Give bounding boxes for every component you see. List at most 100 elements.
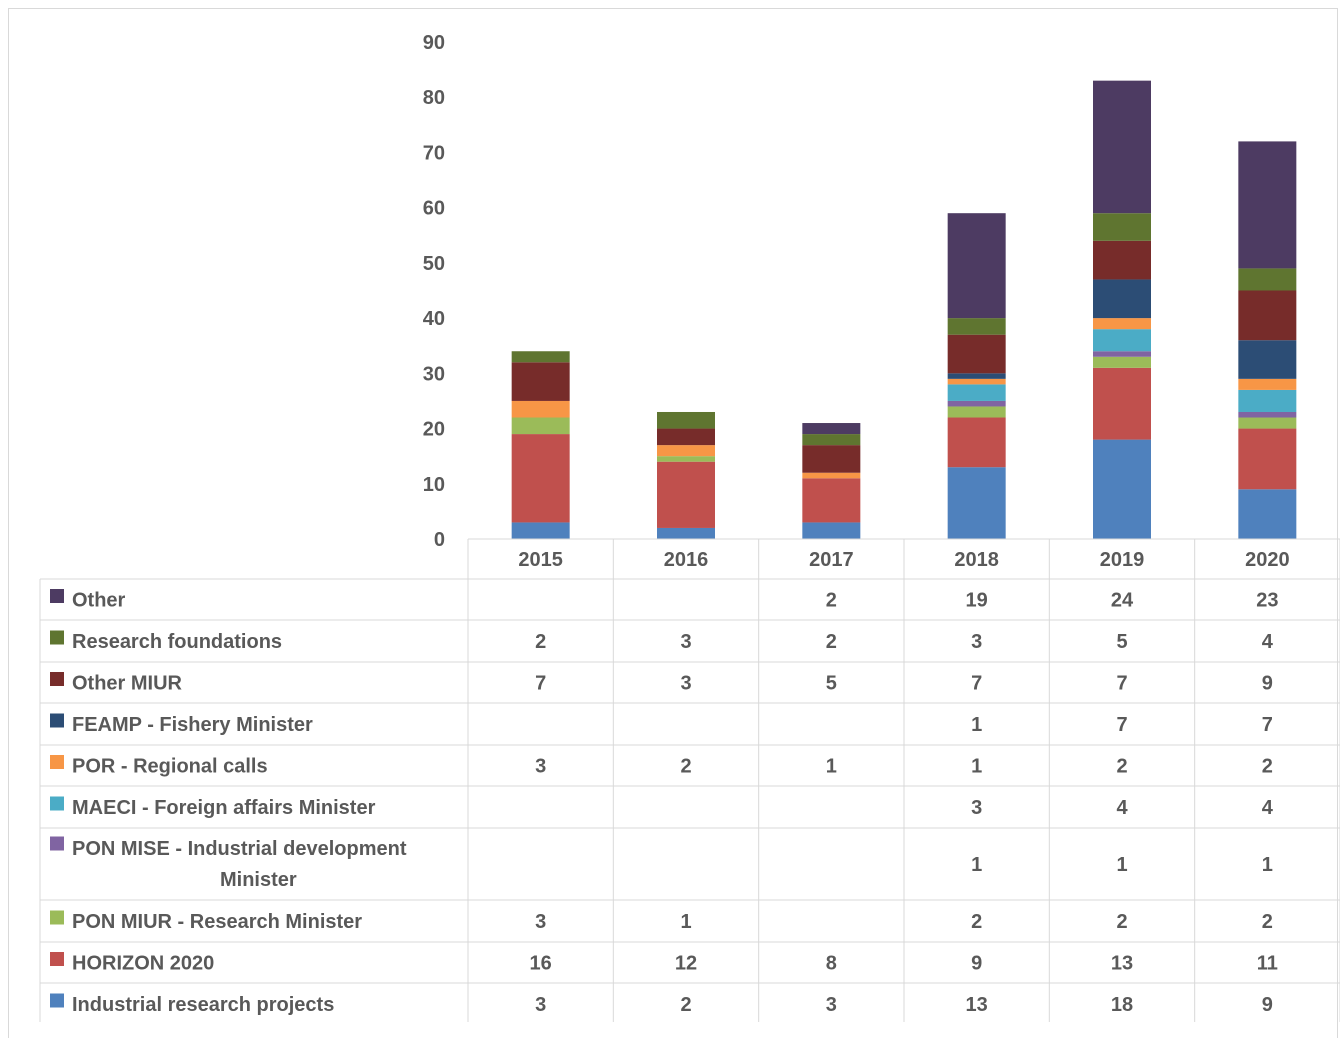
table-value: 7 <box>535 673 546 695</box>
table-value: 3 <box>971 797 982 819</box>
legend-label: PON MISE - Industrial development <box>72 838 407 860</box>
bar-segment-2020-6 <box>1238 340 1297 379</box>
bar-segment-2020-8 <box>1238 268 1297 291</box>
bar-segment-2017-5 <box>802 472 861 479</box>
table-value: 9 <box>971 953 982 975</box>
legend-key-9 <box>50 993 64 1008</box>
table-value: 3 <box>535 756 546 778</box>
bar-segment-2015-2 <box>511 417 570 435</box>
y-tick-label: 60 <box>423 198 445 220</box>
bar-segment-2016-2 <box>657 456 715 462</box>
table-value: 3 <box>826 994 837 1016</box>
y-tick-label: 80 <box>423 87 445 109</box>
table-value: 3 <box>971 631 982 653</box>
bar-segment-2016-7 <box>657 428 715 446</box>
bar-segment-2018-9 <box>947 213 1006 319</box>
table-value: 4 <box>1262 797 1274 819</box>
bar-segment-2020-5 <box>1238 378 1297 390</box>
table-value: 23 <box>1256 590 1278 612</box>
table-value: 1 <box>971 714 982 736</box>
y-tick-label: 70 <box>423 142 445 164</box>
table-value: 3 <box>535 994 546 1016</box>
category-label: 2019 <box>1100 549 1145 571</box>
table-value: 3 <box>680 631 691 653</box>
legend-label: Industrial research projects <box>72 994 334 1016</box>
bar-segment-2017-7 <box>802 445 861 473</box>
table-value: 16 <box>530 953 552 975</box>
bar-segment-2018-7 <box>947 334 1006 374</box>
table-value: 1 <box>971 854 982 876</box>
table-value: 5 <box>1116 631 1127 653</box>
legend-label: FEAMP - Fishery Minister <box>72 714 313 736</box>
legend-label: PON MIUR - Research Minister <box>72 911 362 933</box>
table-value: 1 <box>1262 854 1273 876</box>
category-label: 2018 <box>954 549 999 571</box>
table-value: 7 <box>1116 714 1127 736</box>
table-value: 2 <box>1262 756 1273 778</box>
y-tick-label: 0 <box>434 529 445 551</box>
table-value: 1 <box>680 911 691 933</box>
y-tick-label: 40 <box>423 308 445 330</box>
category-label: 2020 <box>1245 549 1290 571</box>
y-tick-label: 50 <box>423 253 445 275</box>
bar-segment-2016-0 <box>657 527 715 539</box>
bar-segment-2018-0 <box>947 467 1006 539</box>
bar-segment-2018-4 <box>947 384 1006 401</box>
bar-segment-2020-3 <box>1238 411 1297 418</box>
bar-segment-2016-1 <box>657 461 715 528</box>
bar-segment-2018-5 <box>947 378 1006 385</box>
bar-segment-2020-7 <box>1238 290 1297 341</box>
bar-segment-2019-0 <box>1093 439 1151 539</box>
bar-segment-2019-7 <box>1093 240 1151 280</box>
legend-label: HORIZON 2020 <box>72 953 214 975</box>
bar-segment-2019-1 <box>1093 367 1151 440</box>
chart-frame <box>8 8 1338 1038</box>
bar-segment-2019-9 <box>1093 80 1151 214</box>
table-value: 8 <box>826 953 837 975</box>
legend-label: MAECI - Foreign affairs Minister <box>72 797 376 819</box>
bar-segment-2019-4 <box>1093 329 1151 352</box>
bar-segment-2020-2 <box>1238 417 1297 429</box>
table-value: 2 <box>680 756 691 778</box>
table-value: 7 <box>1116 673 1127 695</box>
bar-segment-2020-0 <box>1238 489 1297 539</box>
bar-segment-2017-8 <box>802 434 861 446</box>
category-label: 2017 <box>809 549 854 571</box>
legend-key-4 <box>50 755 64 769</box>
table-value: 24 <box>1111 590 1134 612</box>
table-value: 18 <box>1111 994 1133 1016</box>
legend-key-1 <box>50 630 64 645</box>
bar-segment-2016-5 <box>657 445 715 457</box>
table-value: 2 <box>1116 911 1127 933</box>
table-value: 2 <box>1116 756 1127 778</box>
table-value: 1 <box>971 756 982 778</box>
table-value: 7 <box>1262 714 1273 736</box>
legend-key-8 <box>50 952 64 966</box>
bar-segment-2017-0 <box>802 522 861 539</box>
bar-segment-2015-1 <box>511 434 570 523</box>
bar-segment-2018-2 <box>947 406 1006 418</box>
bar-segment-2019-2 <box>1093 356 1151 368</box>
bar-segment-2019-8 <box>1093 213 1151 241</box>
table-value: 2 <box>971 911 982 933</box>
bar-segment-2018-1 <box>947 417 1006 468</box>
bar-segment-2020-1 <box>1238 428 1297 490</box>
table-value: 4 <box>1262 631 1274 653</box>
legend-key-0 <box>50 589 64 603</box>
legend-label: Research foundations <box>72 631 282 653</box>
bar-segment-2020-4 <box>1238 389 1297 412</box>
category-label: 2015 <box>518 549 563 571</box>
bar-segment-2018-3 <box>947 400 1006 407</box>
table-value: 2 <box>535 631 546 653</box>
bar-segment-2015-8 <box>511 351 570 363</box>
bar-segment-2020-9 <box>1238 141 1297 269</box>
table-value: 1 <box>826 756 837 778</box>
bar-segment-2019-3 <box>1093 351 1151 357</box>
legend-key-2 <box>50 672 64 686</box>
table-value: 19 <box>966 590 988 612</box>
table-value: 3 <box>680 673 691 695</box>
y-tick-label: 10 <box>423 474 445 496</box>
table-value: 4 <box>1116 797 1128 819</box>
bar-segment-2019-5 <box>1093 318 1151 330</box>
